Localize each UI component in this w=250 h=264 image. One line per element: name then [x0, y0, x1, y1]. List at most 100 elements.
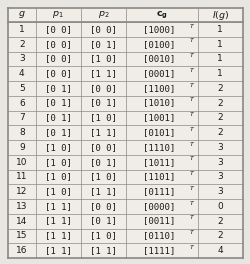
Text: [0 0]: [0 0] [90, 202, 117, 211]
Text: [0110]: [0110] [142, 231, 174, 241]
Text: [0 0]: [0 0] [45, 40, 72, 49]
Text: [0010]: [0010] [142, 54, 174, 63]
Text: [1 0]: [1 0] [45, 143, 72, 152]
Text: T: T [189, 83, 193, 88]
Text: T: T [189, 230, 193, 235]
Text: 3: 3 [216, 158, 222, 167]
Text: T: T [189, 24, 193, 29]
Text: [0 0]: [0 0] [90, 84, 117, 93]
Text: T: T [189, 156, 193, 161]
Text: [1010]: [1010] [142, 99, 174, 108]
Text: [0101]: [0101] [142, 128, 174, 137]
Text: [0 0]: [0 0] [45, 69, 72, 78]
Text: [0 1]: [0 1] [45, 84, 72, 93]
Text: $\mathbf{c}_\mathbf{g}$: $\mathbf{c}_\mathbf{g}$ [155, 10, 167, 21]
Text: 9: 9 [19, 143, 25, 152]
Text: 13: 13 [16, 202, 28, 211]
Text: [1100]: [1100] [142, 84, 174, 93]
Text: 2: 2 [19, 40, 24, 49]
Text: T: T [189, 245, 193, 250]
Text: 4: 4 [19, 69, 24, 78]
Text: 2: 2 [217, 99, 222, 108]
Text: 1: 1 [216, 25, 222, 34]
Text: 0: 0 [216, 202, 222, 211]
Text: 3: 3 [19, 54, 25, 63]
Text: [0 1]: [0 1] [45, 128, 72, 137]
Text: [0100]: [0100] [142, 40, 174, 49]
Text: [1001]: [1001] [142, 113, 174, 122]
Text: T: T [189, 53, 193, 58]
Text: [1110]: [1110] [142, 143, 174, 152]
Text: 3: 3 [216, 187, 222, 196]
Text: T: T [189, 215, 193, 220]
Text: [0 1]: [0 1] [90, 158, 117, 167]
Text: [0 1]: [0 1] [90, 99, 117, 108]
Text: [1000]: [1000] [142, 25, 174, 34]
Text: 4: 4 [217, 246, 222, 255]
Text: [0 1]: [0 1] [90, 217, 117, 226]
Text: [0 1]: [0 1] [45, 113, 72, 122]
Text: $p_1$: $p_1$ [52, 10, 64, 21]
Text: [1 1]: [1 1] [90, 69, 117, 78]
Text: 2: 2 [217, 113, 222, 122]
Text: [1011]: [1011] [142, 158, 174, 167]
Text: 1: 1 [19, 25, 25, 34]
Text: 15: 15 [16, 231, 28, 241]
Text: $p_2$: $p_2$ [97, 10, 109, 21]
Text: [1111]: [1111] [142, 246, 174, 255]
Text: 11: 11 [16, 172, 28, 181]
Text: 3: 3 [216, 143, 222, 152]
Text: T: T [189, 127, 193, 132]
Text: 1: 1 [216, 54, 222, 63]
Text: 6: 6 [19, 99, 25, 108]
Text: 2: 2 [217, 128, 222, 137]
Text: 2: 2 [217, 231, 222, 241]
Text: [1 1]: [1 1] [45, 202, 72, 211]
Text: 1: 1 [216, 40, 222, 49]
Text: [1 0]: [1 0] [45, 172, 72, 181]
Text: $I(g)$: $I(g)$ [211, 8, 228, 21]
Text: T: T [189, 201, 193, 206]
Text: 14: 14 [16, 217, 28, 226]
Text: T: T [189, 142, 193, 147]
Text: [1 1]: [1 1] [90, 187, 117, 196]
Text: [0111]: [0111] [142, 187, 174, 196]
Text: [1 0]: [1 0] [90, 54, 117, 63]
Text: [0 1]: [0 1] [45, 99, 72, 108]
Text: 12: 12 [16, 187, 28, 196]
Text: [0 0]: [0 0] [90, 25, 117, 34]
Text: [1 0]: [1 0] [90, 172, 117, 181]
Text: [1 1]: [1 1] [45, 231, 72, 241]
Text: 1: 1 [216, 69, 222, 78]
Text: 7: 7 [19, 113, 25, 122]
Text: [0 0]: [0 0] [45, 25, 72, 34]
Text: [1 0]: [1 0] [90, 231, 117, 241]
Text: [1101]: [1101] [142, 172, 174, 181]
Text: [0001]: [0001] [142, 69, 174, 78]
Text: [0000]: [0000] [142, 202, 174, 211]
Text: [1 1]: [1 1] [45, 246, 72, 255]
Text: 10: 10 [16, 158, 28, 167]
Text: $g$: $g$ [18, 10, 26, 21]
Text: T: T [189, 68, 193, 73]
Text: 3: 3 [216, 172, 222, 181]
Text: 16: 16 [16, 246, 28, 255]
Text: T: T [189, 186, 193, 191]
Text: [1 1]: [1 1] [90, 128, 117, 137]
Text: T: T [189, 171, 193, 176]
Text: [0 0]: [0 0] [90, 143, 117, 152]
Text: [0 1]: [0 1] [90, 40, 117, 49]
Text: 8: 8 [19, 128, 25, 137]
Text: [0011]: [0011] [142, 217, 174, 226]
Text: [1 1]: [1 1] [45, 217, 72, 226]
Text: T: T [189, 112, 193, 117]
Text: [1 0]: [1 0] [45, 158, 72, 167]
Text: [1 1]: [1 1] [90, 246, 117, 255]
Text: 2: 2 [217, 217, 222, 226]
Text: [0 0]: [0 0] [45, 54, 72, 63]
Text: 5: 5 [19, 84, 25, 93]
Text: T: T [189, 38, 193, 43]
Text: 2: 2 [217, 84, 222, 93]
Text: [1 0]: [1 0] [45, 187, 72, 196]
Text: [1 0]: [1 0] [90, 113, 117, 122]
